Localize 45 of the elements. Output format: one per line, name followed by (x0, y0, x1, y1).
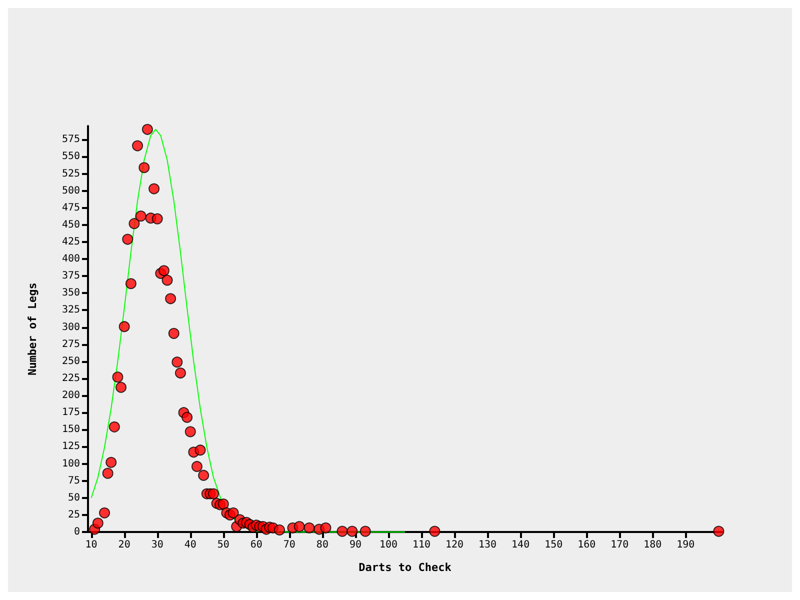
y-tick-label: 350 (62, 288, 80, 299)
x-tick-label: 80 (316, 540, 328, 550)
x-tick-label: 110 (412, 540, 431, 550)
y-tick-label: 450 (62, 219, 80, 230)
y-tick-label: 150 (62, 424, 80, 436)
x-tick-label: 140 (512, 540, 530, 550)
x-tick-label: 190 (676, 540, 695, 550)
y-tick-label: 100 (62, 458, 80, 470)
x-tick-label: 20 (118, 540, 130, 550)
y-tick-label: 500 (62, 185, 80, 196)
y-axis-title: Number of Legs (26, 282, 39, 376)
x-tick-label: 60 (250, 540, 262, 550)
x-tick-label: 40 (184, 540, 196, 550)
x-tick-label: 180 (644, 540, 662, 550)
y-tick-label: 425 (62, 236, 80, 248)
y-tick-label: 25 (68, 509, 80, 520)
y-tick-label: 400 (62, 254, 80, 265)
y-tick-label: 475 (62, 202, 80, 214)
y-tick-label: 225 (62, 372, 80, 384)
y-tick-label: 0 (74, 526, 80, 538)
y-tick-label: 275 (62, 338, 80, 350)
x-tick-label: 130 (478, 540, 497, 550)
y-tick-label: 175 (62, 407, 80, 418)
x-tick-label: 170 (610, 540, 629, 550)
x-tick-label: 120 (446, 540, 464, 550)
x-axis-title: Darts to Check (358, 561, 452, 574)
y-tick-label: 325 (62, 304, 80, 316)
x-tick-label: 30 (151, 540, 164, 550)
x-tick-label: 160 (578, 540, 596, 550)
y-tick-label: 300 (62, 322, 80, 333)
y-tick-label: 125 (62, 441, 80, 452)
x-tick-label: 90 (349, 540, 362, 550)
x-tick-label: 70 (283, 540, 296, 550)
y-tick-label: 575 (62, 134, 80, 146)
y-tick-label: 75 (68, 475, 80, 486)
x-tick-label: 100 (379, 540, 398, 550)
y-tick-label: 375 (62, 270, 80, 282)
y-tick-label: 550 (62, 151, 80, 162)
x-tick-label: 50 (217, 540, 230, 550)
y-tick-label: 50 (68, 492, 80, 504)
y-tick-label: 250 (62, 356, 80, 367)
x-tick-label: 10 (85, 540, 98, 550)
x-tick-label: 150 (544, 540, 563, 550)
y-tick-label: 525 (62, 168, 80, 180)
y-tick-label: 200 (62, 390, 80, 402)
